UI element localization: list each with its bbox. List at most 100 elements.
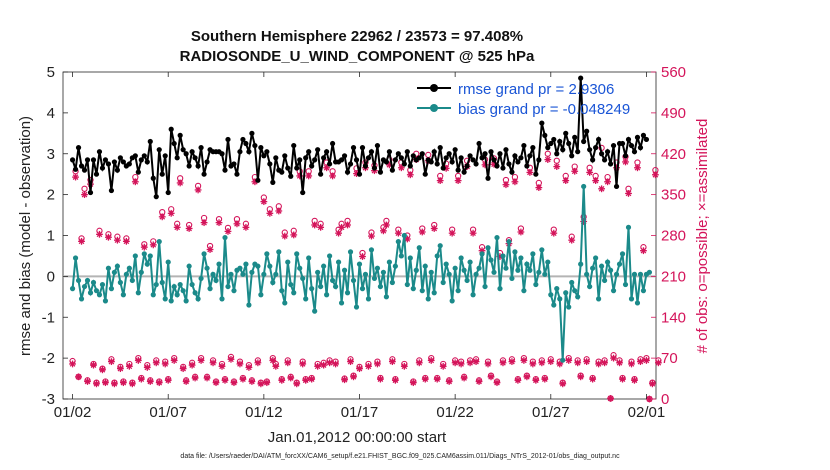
bias-point (566, 304, 572, 310)
obs-assimilated-point (368, 232, 375, 240)
rmse-point (102, 157, 109, 163)
rmse-point (365, 155, 372, 161)
rmse-point (578, 75, 584, 81)
obs-assimilated-point (562, 177, 570, 185)
rmse-point (530, 145, 536, 151)
left-tick-label: 2 (47, 187, 55, 204)
rmse-point (610, 142, 617, 149)
bias-point (237, 265, 243, 271)
bias-point (365, 296, 372, 302)
bias-point (380, 269, 387, 275)
bias-point (509, 275, 515, 282)
bias-point (584, 271, 590, 277)
rmse-point (312, 157, 318, 163)
rmse-point (327, 161, 333, 167)
obs-assimilated-point (637, 358, 644, 366)
rmse-point (431, 149, 437, 155)
rmse-point (198, 145, 204, 151)
rmse-point (159, 171, 165, 177)
bias-point (587, 283, 593, 290)
rmse-point (189, 149, 195, 155)
bias-point (518, 255, 524, 261)
bias-point (530, 251, 536, 257)
bias-point (291, 290, 297, 296)
bias-point (362, 271, 369, 277)
rmse-point (120, 159, 126, 165)
rmse-point (141, 153, 147, 159)
rmse-point (252, 142, 258, 149)
obs-assimilated-point (290, 231, 298, 239)
obs-assimilated-point (75, 373, 82, 381)
obs-assimilated-point (574, 359, 582, 367)
bias-point (524, 261, 530, 267)
bias-point (449, 298, 455, 304)
obs-assimilated-point (631, 376, 638, 384)
obs-assimilated-point (332, 360, 339, 368)
obs-assimilated-point (102, 379, 109, 387)
bias-point (189, 281, 195, 288)
x-tick-label: 01/02 (54, 404, 92, 421)
rmse-point (144, 159, 150, 165)
bias-point (374, 265, 381, 271)
obs-assimilated-point (493, 379, 501, 387)
obs-assimilated-point (406, 171, 414, 179)
rmse-point (416, 155, 422, 161)
bias-point (497, 286, 503, 292)
bias-point (138, 269, 144, 275)
rmse-point (488, 149, 494, 155)
rmse-point (303, 155, 309, 161)
bias-point (168, 298, 174, 304)
obs-assimilated-point (218, 362, 226, 370)
rmse-point (389, 167, 395, 173)
bias-point (192, 290, 198, 296)
obs-assimilated-point (535, 184, 543, 192)
rmse-point (147, 138, 153, 145)
obs-assimilated-point (284, 359, 292, 367)
x-tick-label: 01/07 (149, 404, 187, 421)
obs-assimilated-point (377, 375, 384, 383)
bias-point (318, 283, 324, 290)
obs-assimilated-point (176, 179, 184, 187)
obs-assimilated-point (173, 223, 181, 231)
bias-point (329, 277, 336, 284)
rmse-point (637, 145, 644, 151)
obs-assimilated-point (610, 354, 617, 362)
bias-point (578, 261, 584, 267)
obs-assimilated-point (571, 167, 579, 175)
bias-point (512, 249, 518, 255)
bias-point (201, 251, 207, 257)
rmse-point (114, 167, 120, 173)
rmse-point (494, 163, 500, 169)
obs-assimilated-point (179, 365, 187, 373)
obs-assimilated-point (654, 359, 662, 367)
bias-point (386, 259, 392, 265)
rmse-point (449, 159, 455, 165)
right-tick-label: 560 (661, 64, 686, 81)
obs-assimilated-point (248, 378, 256, 385)
obs-assimilated-point (344, 221, 351, 229)
obs-assimilated-point (239, 375, 247, 383)
rmse-point (81, 167, 88, 173)
obs-assimilated-point (415, 359, 423, 367)
bias-point (273, 271, 279, 277)
bias-point (464, 277, 470, 284)
rmse-point (321, 155, 327, 161)
rmse-point (231, 161, 237, 167)
rmse-point (461, 169, 467, 175)
obs-assimilated-point (275, 207, 283, 215)
rmse-point (338, 157, 345, 163)
bias-point (590, 265, 596, 271)
obs-assimilated-point (430, 225, 438, 232)
bias-point (515, 267, 521, 273)
obs-assimilated-point (170, 357, 178, 364)
obs-assimilated-point (508, 358, 516, 366)
obs-assimilated-point (388, 358, 396, 366)
bias-point (545, 259, 551, 265)
obs-assimilated-point (143, 364, 151, 371)
obs-assimilated-point (233, 220, 241, 228)
rmse-point (512, 153, 518, 159)
bias-point (560, 357, 566, 363)
bias-point (159, 279, 165, 286)
obs-assimilated-point (245, 364, 253, 371)
